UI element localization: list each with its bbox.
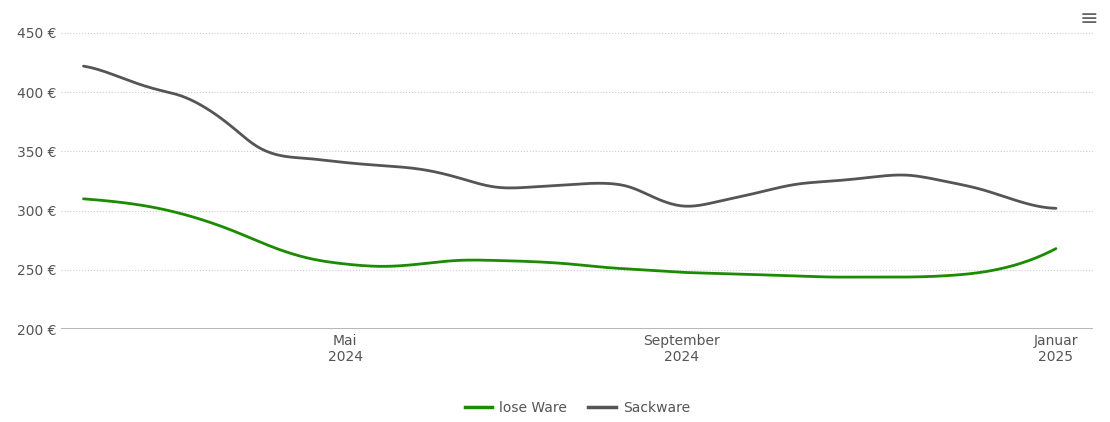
Legend: lose Ware, Sackware: lose Ware, Sackware: [460, 396, 695, 421]
Text: ≡: ≡: [1080, 9, 1099, 29]
